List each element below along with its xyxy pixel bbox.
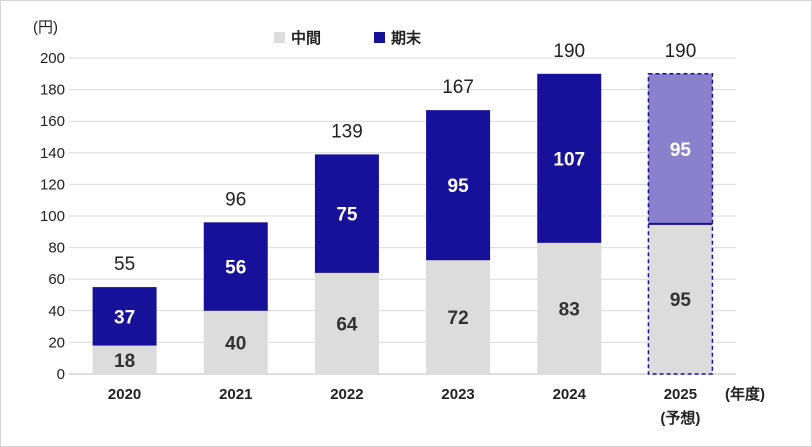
bar-segment-year-end: [92, 287, 157, 346]
data-label-year-end: 107: [553, 149, 585, 170]
bar-segment-year-end: [314, 154, 379, 273]
y-tick-label: 60: [48, 271, 65, 288]
bar-segment-interim: [648, 223, 713, 374]
bar-segment-interim: [537, 242, 602, 374]
bar-layer: [92, 73, 714, 375]
total-label: 55: [114, 254, 135, 275]
bar-segment-year-end: [426, 110, 491, 261]
x-tick-sublabel: (予想): [660, 409, 700, 427]
data-label-interim: 95: [670, 290, 692, 311]
x-axis-title: (年度): [725, 385, 765, 403]
bar-segment-interim: [426, 260, 491, 374]
data-label-interim: 40: [225, 333, 246, 354]
grid-lines: [69, 57, 736, 375]
total-label: 96: [225, 189, 246, 210]
y-tick-label: 80: [48, 240, 65, 257]
x-tick-label: 2020: [108, 386, 141, 403]
bar-segment-interim: [203, 310, 268, 374]
y-tick-label: 180: [40, 82, 65, 99]
y-unit-label: (円): [33, 19, 58, 36]
x-tick-label: 2022: [330, 386, 363, 403]
y-tick-label: 160: [40, 113, 65, 130]
bar-segment-interim: [314, 272, 379, 374]
legend-label-year-end: 期末: [391, 29, 422, 47]
total-label: 139: [331, 121, 363, 142]
y-tick-label: 40: [48, 303, 65, 320]
total-label: 167: [442, 77, 474, 98]
legend-swatch-year-end: [374, 32, 385, 43]
legend-label-interim: 中間: [291, 29, 321, 47]
bar-segment-year-end: [537, 73, 602, 243]
data-label-year-end: 75: [336, 205, 358, 226]
bar-segment-interim: [92, 345, 157, 374]
data-label-year-end: 56: [225, 258, 246, 279]
x-tick-label: 2024: [553, 386, 587, 403]
axis-layer: (円) (年度) 0 20 40 60 80 100 120 140 160 180 200 2020…: [33, 19, 765, 427]
total-label: 190: [553, 41, 585, 62]
bar-segment-year-end: [648, 73, 713, 224]
x-tick-label: 2025: [664, 386, 697, 403]
x-tick-label: 2023: [441, 386, 474, 403]
y-tick-label: 140: [40, 145, 65, 162]
y-tick-label: 20: [48, 334, 65, 351]
data-label-interim: 64: [336, 314, 358, 335]
data-label-year-end: 95: [670, 140, 692, 161]
forecast-outline: [647, 73, 714, 375]
data-label-interim: 83: [559, 299, 580, 320]
data-label-interim: 72: [448, 308, 469, 329]
data-label-year-end: 37: [114, 307, 135, 328]
bar-segment-year-end: [203, 222, 268, 311]
label-layer: 18 37 55 40 56 96 64 75 139 72 95 167 83 107 190 95 95 19…: [114, 41, 696, 372]
y-tick-label: 0: [57, 366, 65, 383]
data-label-year-end: 95: [448, 176, 470, 197]
y-tick-label: 100: [40, 208, 65, 225]
legend-swatch-interim: [274, 32, 285, 43]
y-tick-label: 200: [40, 50, 65, 67]
x-tick-label: 2021: [219, 386, 252, 403]
data-label-interim: 18: [114, 351, 135, 372]
legend: 中間 期末: [274, 29, 422, 47]
total-label: 190: [665, 41, 697, 62]
y-tick-label: 120: [40, 176, 65, 193]
